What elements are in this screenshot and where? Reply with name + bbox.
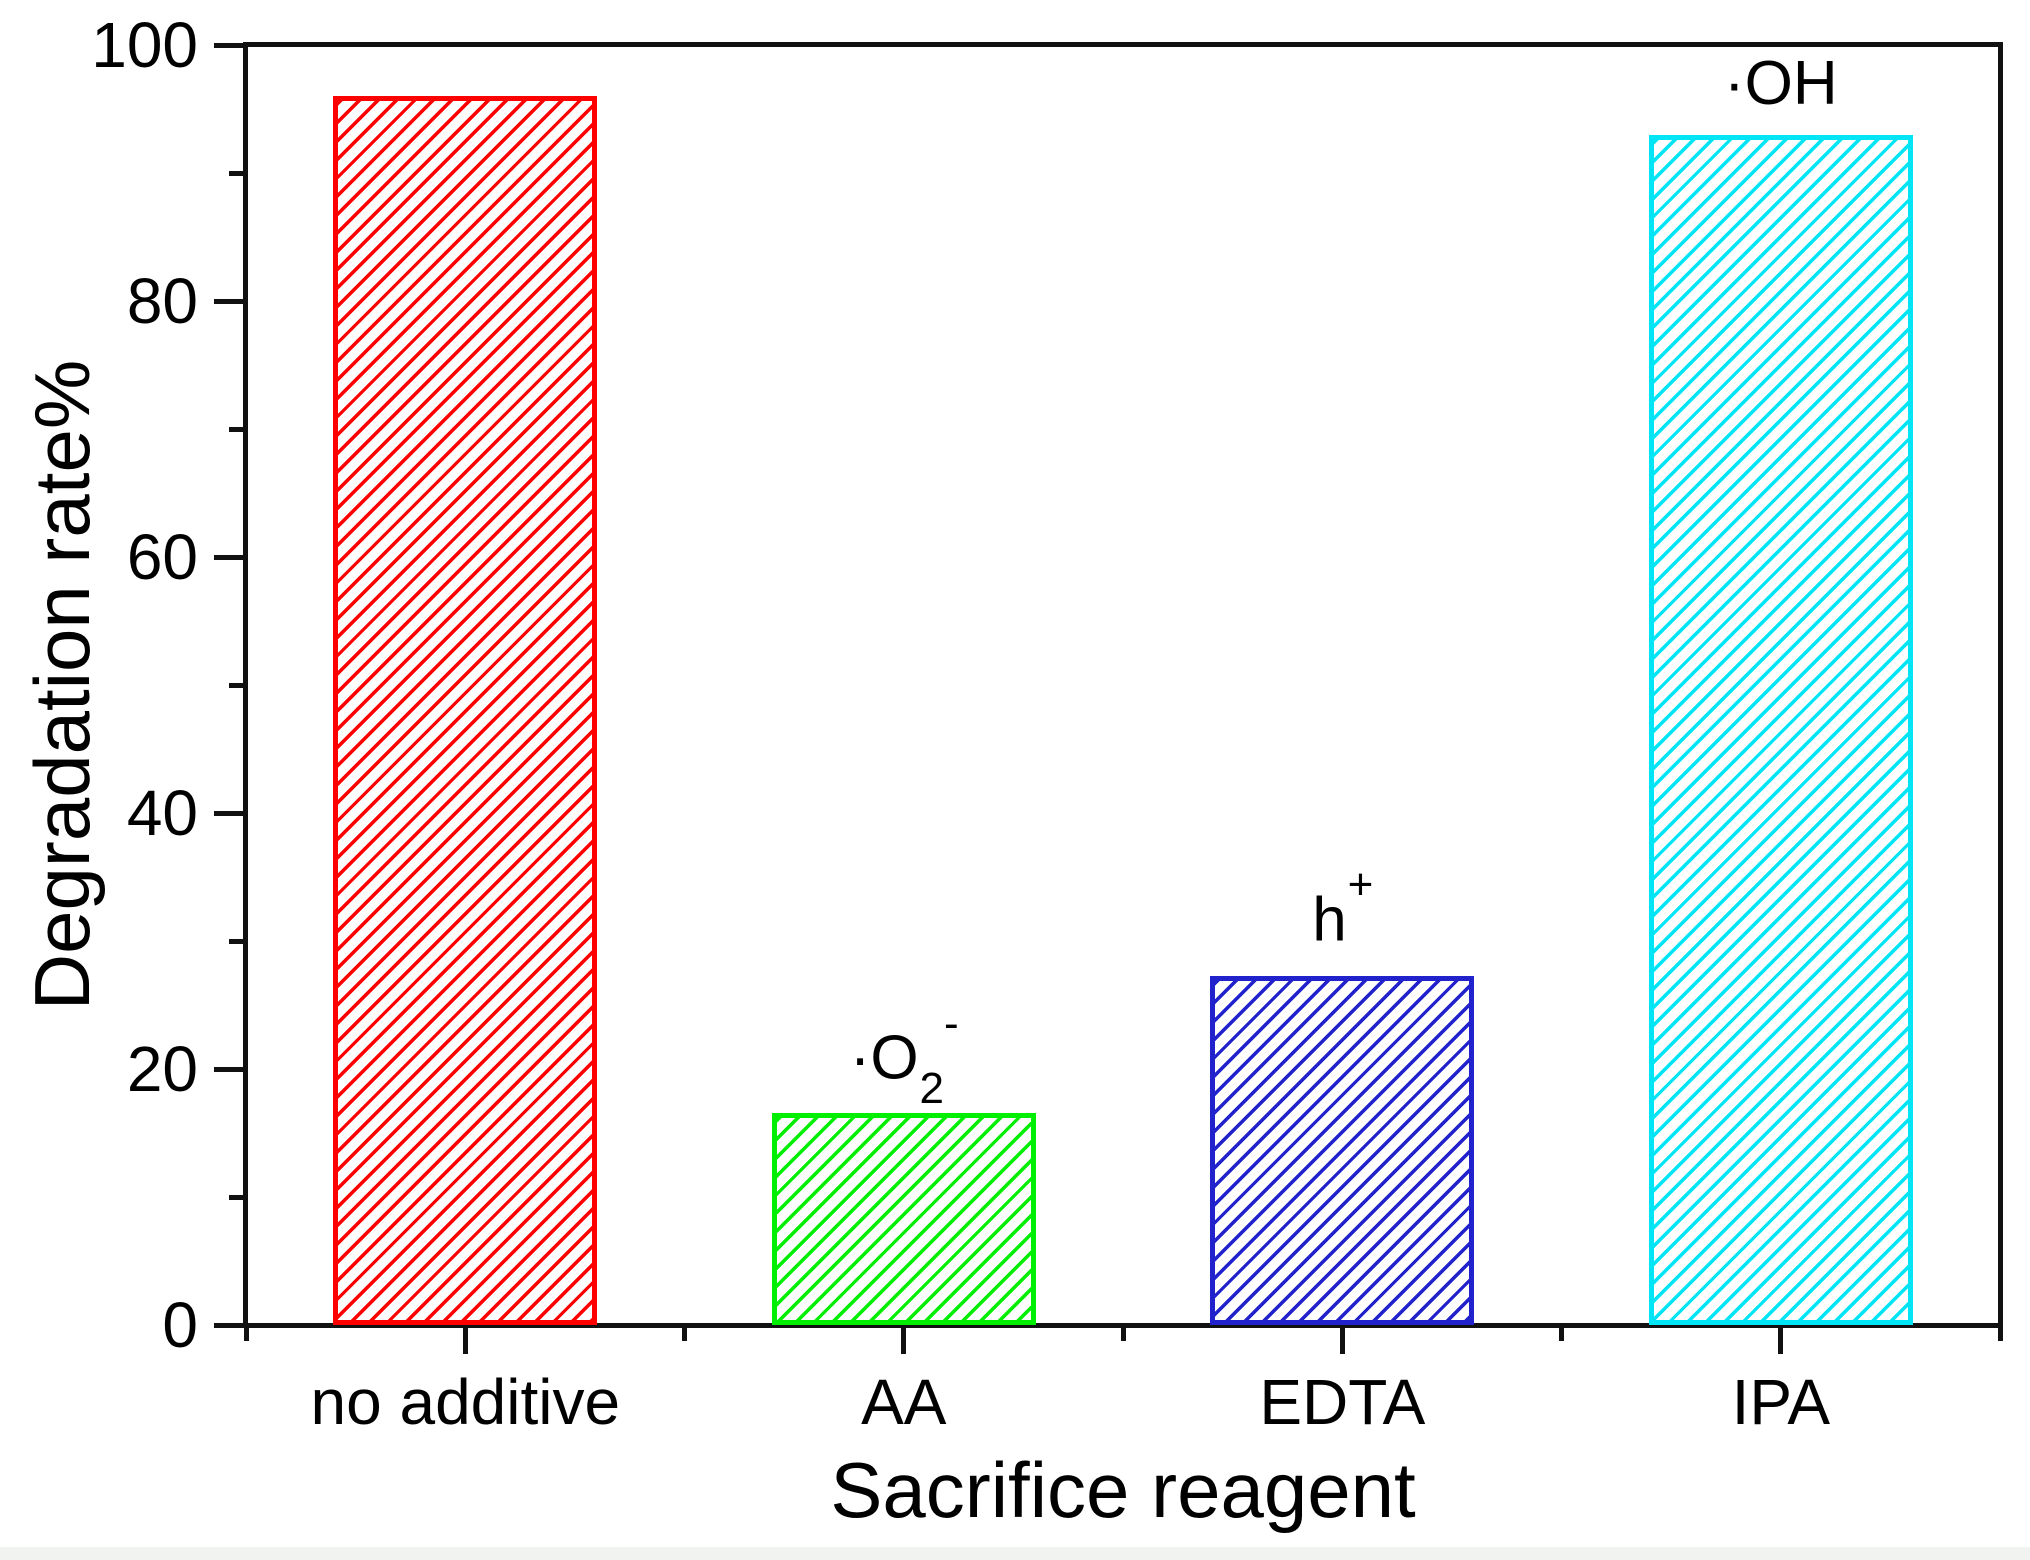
hole-annotation-main-text: h xyxy=(1312,885,1347,955)
x-major-tick-aa xyxy=(901,1325,907,1354)
superoxide-radical-annotation-main-text: ·O xyxy=(849,1024,919,1094)
hydroxyl-radical-annotation-main-text: ·OH xyxy=(1723,48,1838,118)
y-minor-tick-50 xyxy=(229,682,248,688)
x-boundary-tick-2 xyxy=(1120,1325,1126,1341)
x-category-label-ipa: IPA xyxy=(1731,1366,1830,1438)
hydroxyl-radical-annotation: ·OH xyxy=(1561,52,2001,115)
x-major-tick-no-additive xyxy=(462,1325,468,1354)
superoxide-radical-annotation-superscript: - xyxy=(944,998,959,1048)
x-major-tick-edta xyxy=(1339,1325,1345,1354)
bar-ipa xyxy=(1648,134,1913,1325)
x-category-label-edta: EDTA xyxy=(1259,1366,1426,1438)
y-axis-title: Degradation rate% xyxy=(18,359,106,1011)
y-minor-tick-70 xyxy=(229,426,248,432)
x-major-tick-ipa xyxy=(1778,1325,1784,1354)
y-major-tick-20 xyxy=(214,1066,248,1072)
y-major-tick-0 xyxy=(214,1322,248,1328)
x-category-label-aa: AA xyxy=(861,1366,947,1438)
y-tick-label-80: 80 xyxy=(126,265,198,337)
x-boundary-tick-1 xyxy=(682,1325,687,1341)
x-axis-title: Sacrifice reagent xyxy=(830,1446,1416,1534)
bar-edta xyxy=(1210,975,1475,1325)
x-boundary-tick-3 xyxy=(1559,1325,1564,1341)
y-tick-label-60: 60 xyxy=(126,521,198,593)
x-boundary-tick-0 xyxy=(243,1325,249,1341)
hole-annotation: h+ xyxy=(1122,863,1562,955)
image-bottom-strip xyxy=(0,1547,2030,1560)
bar-aa xyxy=(771,1112,1036,1325)
y-major-tick-60 xyxy=(214,554,248,560)
superoxide-radical-annotation-subscript: 2 xyxy=(919,1064,945,1114)
x-category-label-no-additive: no additive xyxy=(310,1366,621,1438)
y-tick-label-40: 40 xyxy=(126,777,198,849)
y-minor-tick-10 xyxy=(229,1194,248,1200)
y-tick-label-100: 100 xyxy=(91,9,198,81)
y-minor-tick-30 xyxy=(229,938,248,944)
bar-no-additive xyxy=(333,96,598,1325)
y-major-tick-100 xyxy=(214,42,248,48)
x-boundary-tick-4 xyxy=(1997,1325,2003,1341)
y-major-tick-80 xyxy=(214,298,248,304)
superoxide-radical-annotation: ·O2- xyxy=(684,1001,1124,1110)
y-minor-tick-90 xyxy=(229,170,248,176)
y-tick-label-0: 0 xyxy=(162,1289,198,1361)
hole-annotation-superscript: + xyxy=(1347,860,1374,910)
y-major-tick-40 xyxy=(214,810,248,816)
y-tick-label-20: 20 xyxy=(126,1033,198,1105)
